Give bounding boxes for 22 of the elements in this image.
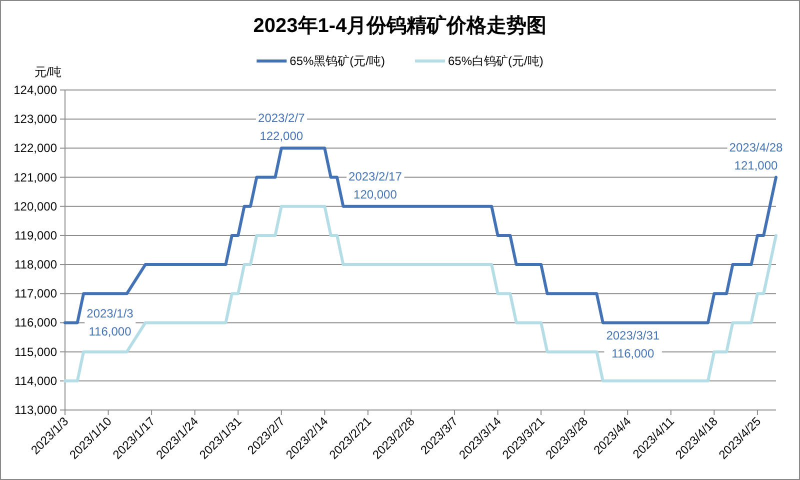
annotation: 2023/2/17 120,000	[348, 169, 402, 202]
y-tick-label: 120,000	[14, 199, 58, 214]
legend-label: 65%黑钨矿(元/吨)	[290, 54, 386, 68]
y-tick-label: 122,000	[14, 141, 58, 156]
annotation: 2023/2/7 122,000	[258, 111, 306, 144]
y-axis-title: 元/吨	[34, 65, 62, 79]
y-tick-label: 115,000	[14, 344, 58, 359]
annotation: 2023/4/28 121,000	[729, 140, 784, 172]
y-tick-label: 123,000	[14, 112, 58, 126]
y-tick-label: 114,000	[14, 374, 58, 388]
y-tick-label: 118,000	[14, 258, 58, 272]
y-tick-label: 124,000	[14, 83, 58, 97]
chart-title: 2023年1-4月份钨精矿价格走势图	[253, 14, 547, 37]
line-series	[64, 204, 778, 382]
y-tick-label: 113,000	[14, 403, 58, 417]
y-tick-label: 121,000	[14, 170, 58, 184]
legend-label: 65%白钨矿(元/吨)	[448, 54, 544, 68]
y-tick-label: 117,000	[14, 286, 58, 301]
annotation: 2023/1/3 116,000	[86, 306, 134, 339]
y-tick-label: 116,000	[14, 316, 58, 330]
y-tick-label: 119,000	[14, 228, 58, 242]
annotation: 2023/3/31 116,000	[606, 328, 660, 361]
